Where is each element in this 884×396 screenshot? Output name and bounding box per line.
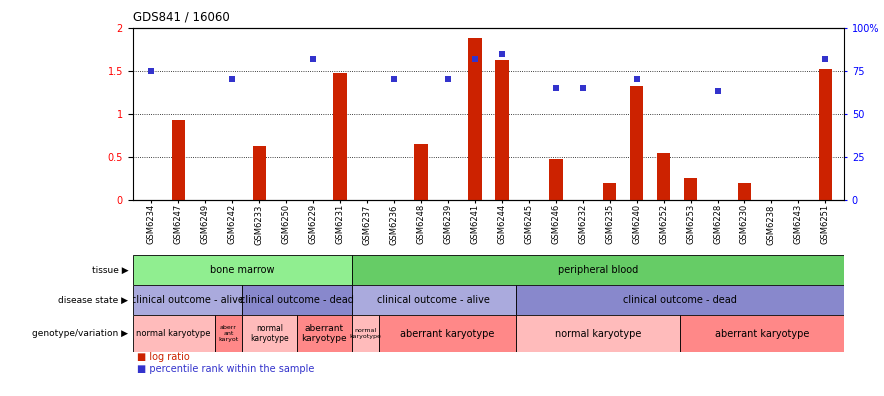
- Text: tissue ▶: tissue ▶: [92, 266, 128, 275]
- Bar: [297, 315, 352, 352]
- Text: aberr
ant
karyot: aberr ant karyot: [218, 326, 239, 342]
- Text: aberrant karyotype: aberrant karyotype: [715, 329, 809, 339]
- Text: clinical outcome - dead: clinical outcome - dead: [240, 295, 354, 305]
- Bar: [253, 146, 266, 200]
- Text: clinical outcome - alive: clinical outcome - alive: [131, 295, 244, 305]
- Bar: [352, 255, 844, 285]
- Text: ■ percentile rank within the sample: ■ percentile rank within the sample: [137, 364, 315, 374]
- Text: disease state ▶: disease state ▶: [58, 295, 128, 305]
- Bar: [242, 315, 297, 352]
- Text: ■ log ratio: ■ log ratio: [137, 352, 190, 362]
- Text: bone marrow: bone marrow: [210, 265, 274, 275]
- Bar: [549, 160, 562, 200]
- Bar: [352, 285, 515, 315]
- Bar: [133, 255, 352, 285]
- Bar: [680, 315, 844, 352]
- Bar: [242, 285, 352, 315]
- Bar: [171, 120, 185, 200]
- Text: normal karyotype: normal karyotype: [554, 329, 641, 339]
- Bar: [333, 73, 347, 200]
- Bar: [415, 144, 428, 200]
- Text: clinical outcome - dead: clinical outcome - dead: [623, 295, 737, 305]
- Bar: [469, 38, 482, 200]
- Bar: [603, 183, 616, 200]
- Bar: [133, 285, 242, 315]
- Bar: [515, 315, 680, 352]
- Bar: [630, 86, 644, 200]
- Text: normal
karyotype: normal karyotype: [349, 328, 381, 339]
- Text: aberrant
karyotype: aberrant karyotype: [301, 324, 347, 343]
- Text: GDS841 / 16060: GDS841 / 16060: [133, 11, 229, 24]
- Bar: [738, 183, 751, 200]
- Bar: [215, 315, 242, 352]
- Bar: [657, 154, 670, 200]
- Bar: [495, 61, 508, 200]
- Text: aberrant karyotype: aberrant karyotype: [400, 329, 494, 339]
- Text: genotype/variation ▶: genotype/variation ▶: [32, 329, 128, 338]
- Text: peripheral blood: peripheral blood: [558, 265, 638, 275]
- Bar: [819, 69, 832, 200]
- Text: normal
karyotype: normal karyotype: [250, 324, 289, 343]
- Bar: [379, 315, 515, 352]
- Text: normal karyotype: normal karyotype: [136, 329, 211, 338]
- Text: clinical outcome - alive: clinical outcome - alive: [377, 295, 490, 305]
- Bar: [684, 179, 697, 200]
- Bar: [133, 315, 215, 352]
- Bar: [352, 315, 379, 352]
- Bar: [515, 285, 844, 315]
